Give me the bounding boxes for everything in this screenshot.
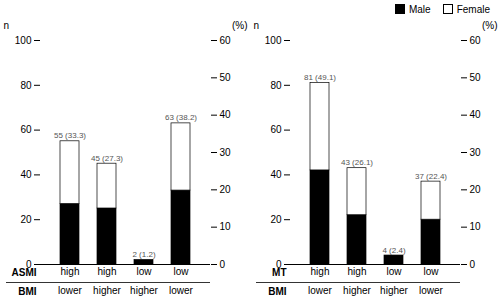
svg-text:81 (49.1): 81 (49.1) [304, 73, 336, 82]
svg-text:80: 80 [270, 80, 282, 91]
html-text:Female: Female [456, 3, 490, 15]
svg-text:10: 10 [470, 221, 482, 232]
svg-text:high: high [61, 266, 80, 277]
svg-text:BMI: BMI [268, 286, 287, 297]
svg-text:40: 40 [20, 169, 32, 180]
svg-text:n: n [4, 20, 10, 31]
svg-text:100: 100 [15, 35, 32, 46]
svg-text:0: 0 [220, 259, 226, 270]
svg-text:45 (27.3): 45 (27.3) [91, 154, 123, 163]
svg-text:60: 60 [270, 124, 282, 135]
svg-text:100: 100 [265, 35, 282, 46]
svg-text:40: 40 [220, 109, 232, 120]
svg-text:low: low [173, 266, 189, 277]
svg-text:lower: lower [308, 285, 333, 296]
svg-text:50: 50 [220, 72, 232, 83]
svg-text:80: 80 [20, 80, 32, 91]
svg-text:BMI: BMI [18, 286, 37, 297]
svg-text:low: low [423, 266, 439, 277]
svg-text:50: 50 [470, 72, 482, 83]
svg-text:(%): (%) [232, 20, 248, 31]
svg-text:MT: MT [272, 267, 286, 278]
html-text:Male: Male [409, 3, 431, 15]
svg-text:43 (26.1): 43 (26.1) [341, 158, 373, 167]
svg-text:4 (2.4): 4 (2.4) [382, 246, 405, 255]
svg-text:55 (33.3): 55 (33.3) [54, 131, 86, 140]
svg-text:0: 0 [275, 258, 282, 270]
svg-text:63 (38.2): 63 (38.2) [165, 113, 197, 122]
svg-text:higher: higher [343, 285, 371, 296]
svg-text:20: 20 [20, 214, 32, 225]
svg-text:37 (22.4): 37 (22.4) [415, 172, 447, 181]
svg-text:lower: lower [169, 285, 194, 296]
svg-text:30: 30 [470, 147, 482, 158]
svg-text:higher: higher [130, 285, 158, 296]
svg-text:0: 0 [470, 259, 476, 270]
svg-text:60: 60 [220, 35, 232, 46]
svg-text:high: high [311, 266, 330, 277]
svg-text:30: 30 [220, 147, 232, 158]
svg-text:2 (1.2): 2 (1.2) [132, 250, 155, 259]
svg-text:lower: lower [58, 285, 83, 296]
svg-text:20: 20 [220, 184, 232, 195]
svg-text:higher: higher [380, 285, 408, 296]
svg-text:20: 20 [270, 214, 282, 225]
svg-text:0: 0 [25, 258, 32, 270]
svg-text:40: 40 [470, 109, 482, 120]
svg-text:low: low [136, 266, 152, 277]
svg-text:ASMI: ASMI [12, 267, 37, 278]
svg-text:high: high [98, 266, 117, 277]
svg-text:20: 20 [470, 184, 482, 195]
svg-text:10: 10 [220, 221, 232, 232]
svg-text:60: 60 [470, 35, 482, 46]
svg-text:higher: higher [93, 285, 121, 296]
svg-text:high: high [348, 266, 367, 277]
svg-text:(%): (%) [482, 20, 498, 31]
svg-text:n: n [254, 20, 260, 31]
svg-text:low: low [386, 266, 402, 277]
svg-text:40: 40 [270, 169, 282, 180]
svg-text:60: 60 [20, 124, 32, 135]
svg-text:lower: lower [419, 285, 444, 296]
